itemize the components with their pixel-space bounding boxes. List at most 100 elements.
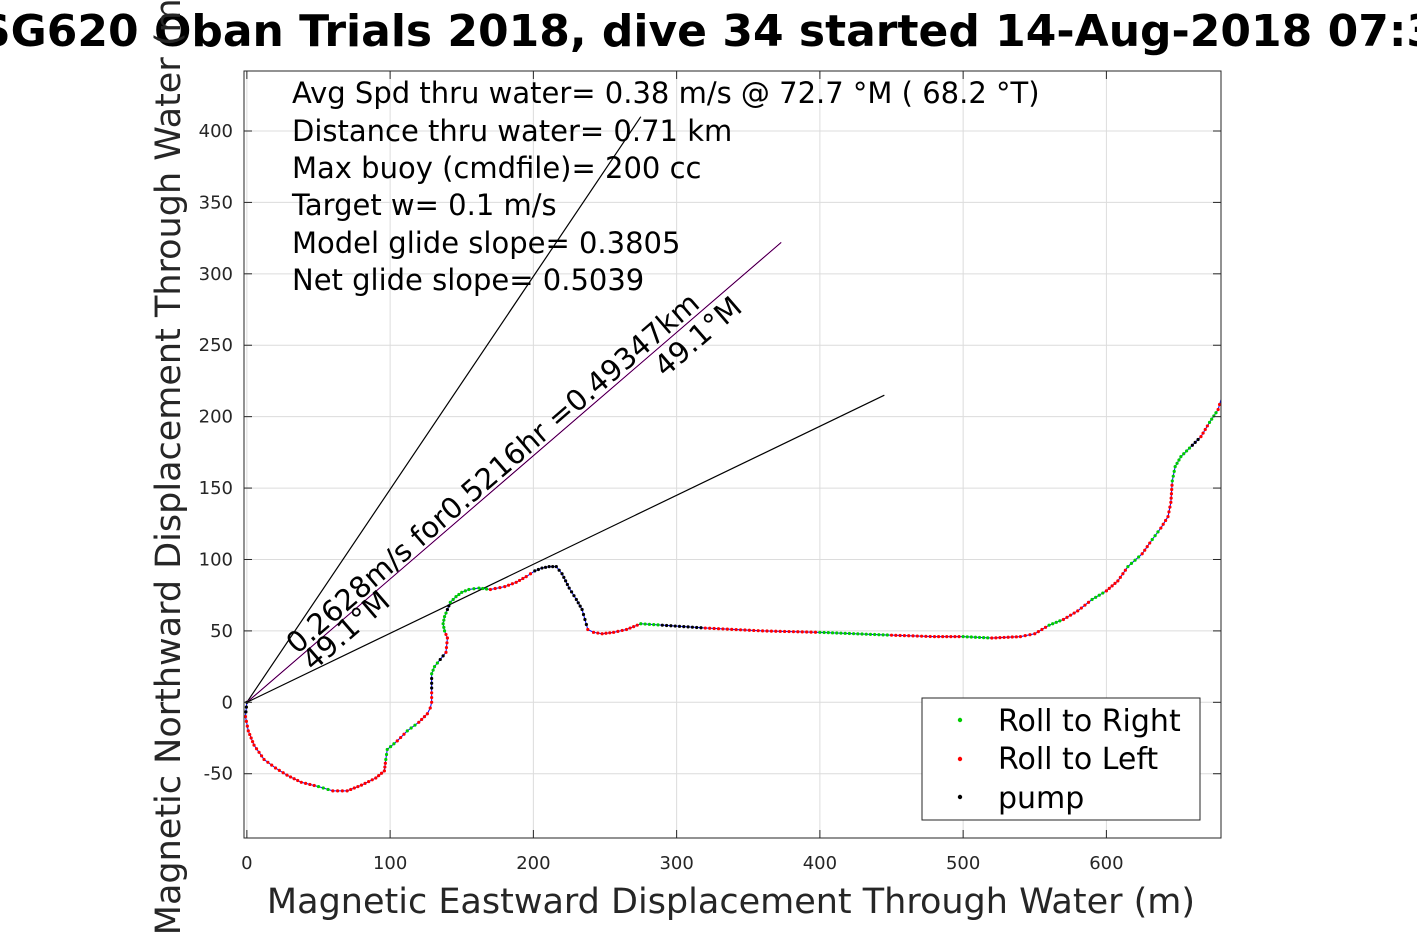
track-point — [569, 590, 574, 594]
track-point — [472, 587, 476, 591]
track-point — [308, 782, 312, 787]
track-point — [578, 604, 582, 608]
track-point — [894, 633, 898, 637]
track-point — [1002, 635, 1006, 640]
track-point — [1014, 635, 1018, 639]
track-point — [936, 635, 941, 639]
track-point — [1143, 548, 1147, 552]
track-point — [399, 735, 403, 740]
track-point — [774, 629, 778, 633]
track-point — [628, 626, 632, 630]
track-point — [1061, 617, 1066, 622]
track-point — [1104, 589, 1108, 593]
track-point — [248, 732, 252, 737]
track-point — [1216, 407, 1220, 412]
track-point — [734, 627, 738, 632]
track-point — [441, 622, 445, 626]
track-point — [503, 585, 507, 589]
annotation-target-w: Target w= 0.1 m/s — [291, 188, 557, 222]
track-point — [839, 631, 843, 635]
y-tick-label: 300 — [199, 264, 233, 285]
track-point — [514, 580, 518, 584]
track-point — [932, 635, 937, 639]
track-point — [695, 625, 699, 630]
track-point — [682, 625, 686, 629]
track-point — [747, 628, 751, 632]
track-point — [1047, 623, 1051, 627]
track-point — [1169, 492, 1174, 496]
track-point — [1187, 446, 1192, 450]
track-point — [576, 601, 580, 605]
track-point — [656, 623, 660, 627]
track-point — [1190, 443, 1194, 447]
track-point — [565, 582, 569, 587]
y-tick-label: 50 — [210, 621, 233, 642]
track-point — [881, 633, 885, 637]
track-point — [620, 628, 624, 633]
track-point — [1177, 458, 1181, 462]
track-point — [444, 611, 448, 615]
track-point — [521, 576, 525, 581]
track-point — [1137, 555, 1141, 559]
track-point — [340, 789, 344, 793]
track-point — [1065, 615, 1069, 619]
reference-lines — [246, 116, 885, 703]
track-point — [1201, 431, 1205, 435]
track-point — [725, 627, 729, 631]
track-point — [851, 632, 856, 636]
track-point — [557, 568, 561, 572]
track-point — [586, 627, 590, 632]
track-point — [743, 628, 747, 632]
track-point — [1169, 500, 1173, 504]
track-point — [986, 636, 990, 640]
track-point — [868, 632, 873, 636]
track-point — [409, 726, 413, 730]
track-point — [536, 567, 540, 572]
track-point — [1076, 609, 1080, 613]
track-point — [1129, 561, 1134, 566]
track-point — [1145, 545, 1149, 549]
track-point — [477, 586, 481, 590]
track-point — [915, 634, 919, 638]
track-point — [266, 760, 270, 764]
track-point — [326, 787, 330, 792]
track-point — [382, 769, 386, 773]
track-point — [826, 631, 830, 635]
track-point — [384, 757, 388, 762]
track-point — [420, 717, 424, 722]
track-point — [616, 629, 620, 633]
track-point — [388, 744, 393, 749]
track-point — [510, 582, 514, 586]
track-point — [902, 634, 907, 638]
track-point — [448, 600, 452, 604]
track-point — [965, 635, 969, 639]
annotation-net-glide: Net glide slope= 0.5039 — [292, 263, 644, 297]
track-point — [383, 761, 387, 765]
annotation-avg-speed: Avg Spd thru water= 0.38 m/s @ 72.7 °M (… — [292, 76, 1040, 110]
track-point — [335, 789, 340, 793]
x-tick-label: 600 — [1089, 853, 1123, 874]
track-point — [352, 786, 356, 790]
track-point — [703, 626, 707, 630]
reference-line-heading-overlay — [246, 242, 782, 703]
track-point — [1083, 603, 1087, 607]
track-point — [447, 604, 451, 608]
track-point — [370, 778, 374, 782]
track-point — [395, 739, 399, 743]
track-point — [442, 618, 446, 622]
track-point — [1148, 541, 1152, 545]
track-point — [249, 736, 253, 740]
track-point — [572, 594, 576, 598]
track-point — [1040, 627, 1044, 632]
track-point — [296, 778, 300, 783]
track-point — [554, 565, 558, 569]
track-point — [484, 587, 489, 591]
track-point — [551, 565, 555, 569]
track-point — [873, 632, 877, 637]
track-point — [822, 630, 826, 635]
track-point — [1118, 575, 1122, 579]
track-point — [686, 625, 690, 629]
track-point — [583, 617, 587, 622]
track-point — [430, 695, 434, 700]
track-point — [432, 665, 437, 669]
